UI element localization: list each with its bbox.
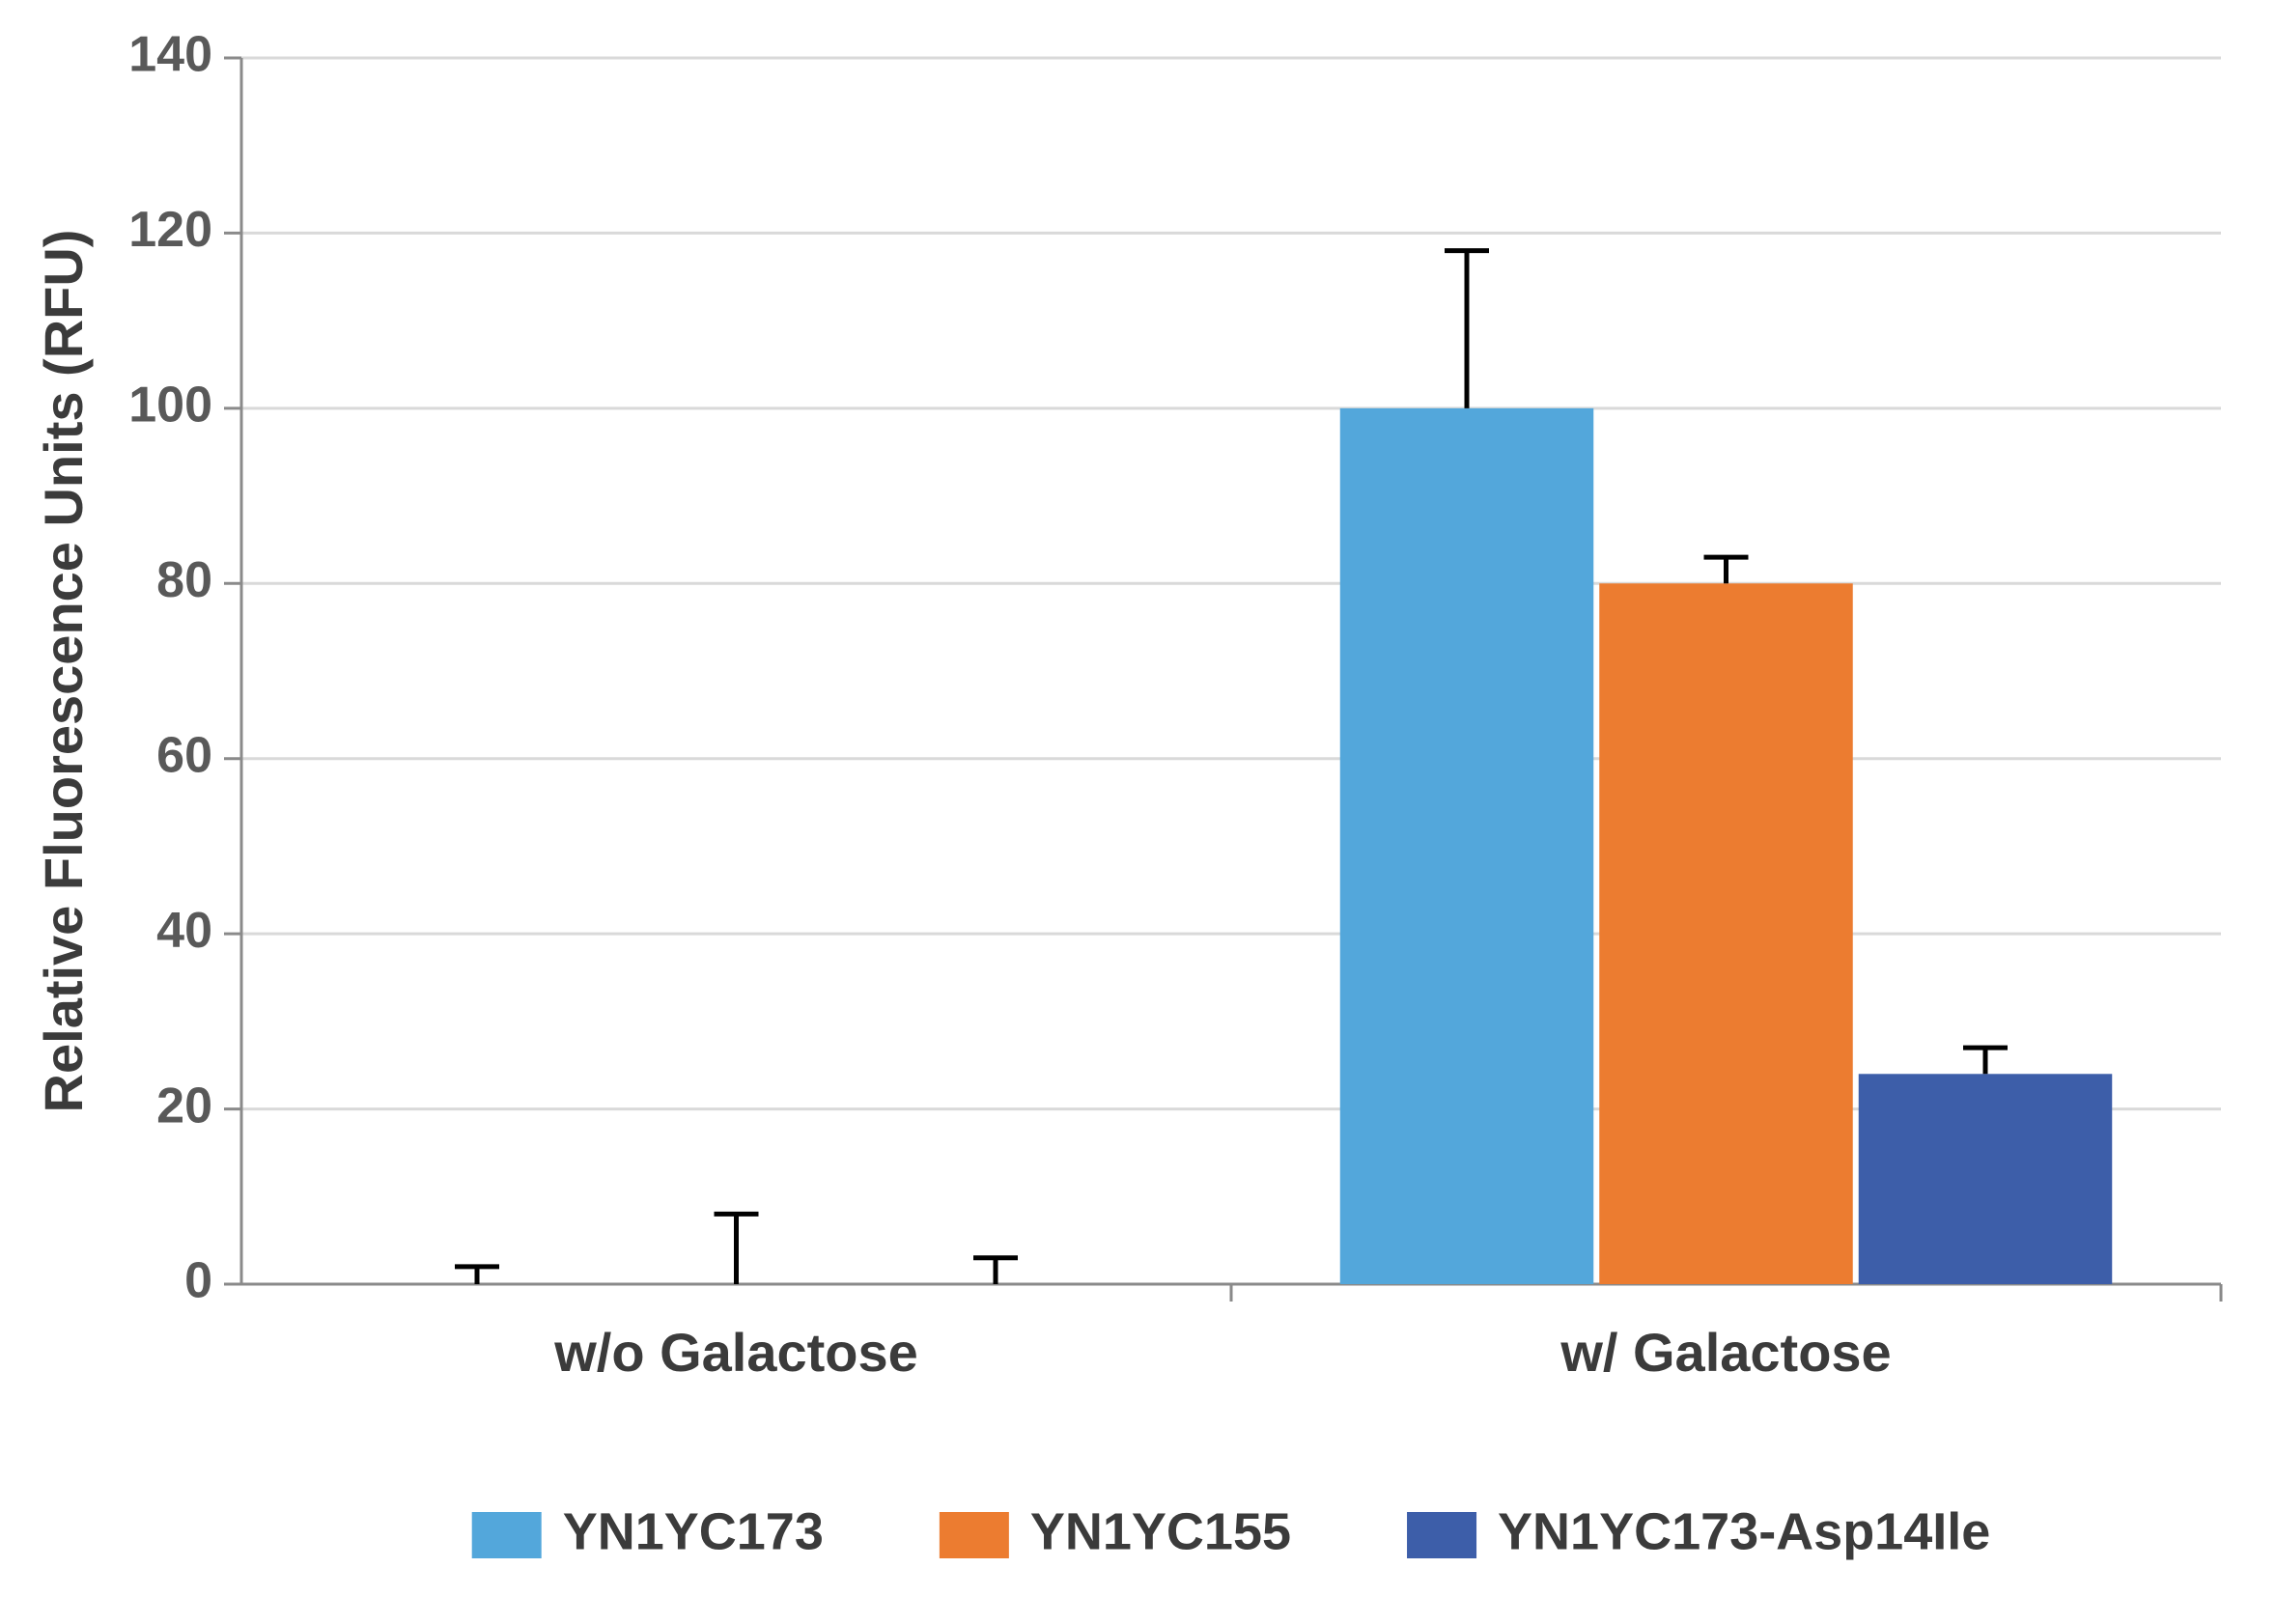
legend-swatch [940,1512,1009,1558]
legend-label: YN1YC173 [563,1502,824,1560]
legend-swatch [1407,1512,1476,1558]
y-tick-label: 20 [156,1078,212,1134]
category-label: w/ Galactose [1559,1322,1891,1383]
y-tick-label: 140 [128,27,212,83]
y-tick-label: 0 [184,1253,212,1309]
bar [1859,1074,2113,1284]
legend-label: YN1YC173-Asp14Ile [1498,1502,1990,1560]
category-label: w/o Galactose [553,1322,918,1383]
y-tick-label: 60 [156,727,212,783]
bar-chart: 0 20 40 60 80 100 120 140 Relative Fluorescence … [0,0,2276,1624]
y-tick-label: 40 [156,903,212,959]
y-tick-label: 120 [128,202,212,258]
y-axis-title: Relative Fluorescence Units (RFU) [33,230,94,1113]
legend-swatch [472,1512,542,1558]
legend-label: YN1YC155 [1030,1502,1291,1560]
bar [1340,408,1594,1284]
y-tick-label: 80 [156,552,212,608]
chart-container: 0 20 40 60 80 100 120 140 Relative Fluorescence … [0,0,2276,1624]
y-tick-label: 100 [128,378,212,434]
bar [1599,583,1853,1284]
